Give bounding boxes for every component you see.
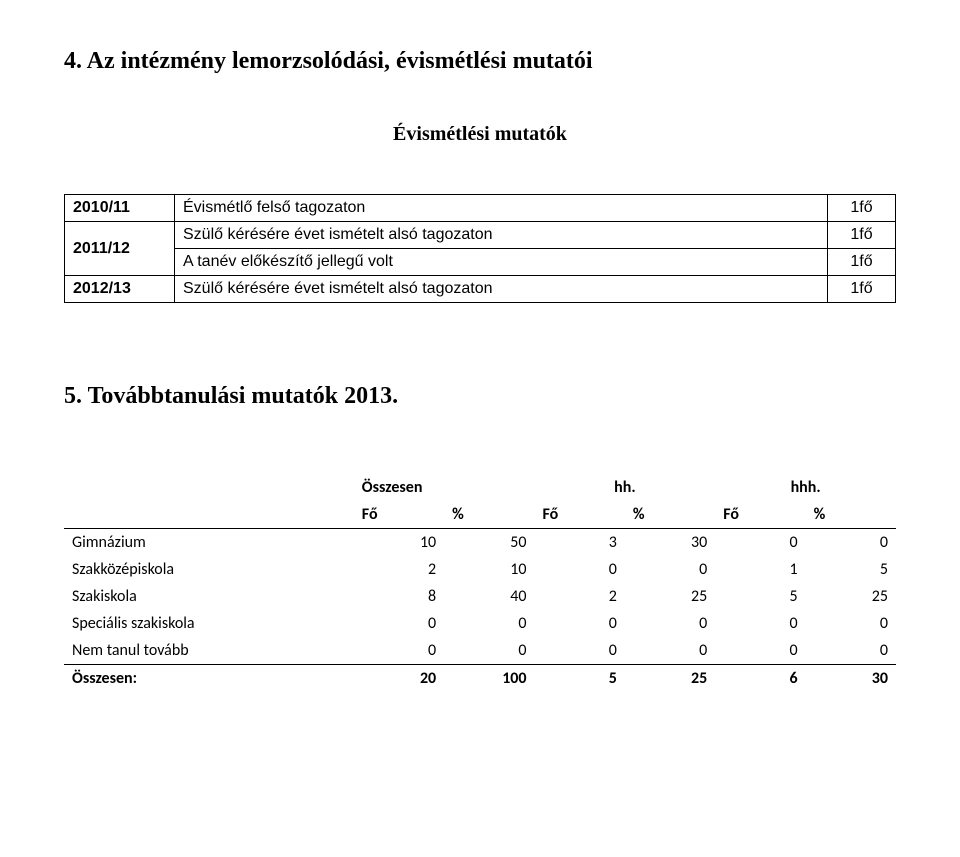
empty-header	[64, 501, 354, 529]
cell: 0	[444, 610, 534, 637]
row-label: Speciális szakiskola	[64, 610, 354, 637]
cell: 30	[625, 529, 715, 557]
col-header-pct: %	[625, 501, 715, 529]
cell: 0	[625, 637, 715, 665]
cell: 10	[354, 529, 444, 557]
year-cell: 2011/12	[65, 222, 175, 276]
group-header-hh: hh.	[535, 474, 716, 501]
table-row: Gimnázium 10 50 3 30 0 0	[64, 529, 896, 557]
section-4-subtitle: Évismétlési mutatók	[64, 123, 896, 146]
cell: 5	[715, 583, 805, 610]
row-label: Gimnázium	[64, 529, 354, 557]
cell: 20	[354, 665, 444, 693]
cell: 0	[444, 637, 534, 665]
section-5-title: 5. Továbbtanulási mutatók 2013.	[64, 383, 896, 410]
cell: 2	[354, 556, 444, 583]
cell: 0	[715, 529, 805, 557]
table-row: Speciális szakiskola 0 0 0 0 0 0	[64, 610, 896, 637]
cell: 0	[535, 610, 625, 637]
empty-header	[64, 474, 354, 501]
cell: 5	[806, 556, 896, 583]
count-cell: 1fő	[828, 249, 896, 276]
group-header-hhh: hhh.	[715, 474, 896, 501]
table-row: 2012/13 Szülő kérésére évet ismételt als…	[65, 276, 896, 303]
col-header-pct: %	[444, 501, 534, 529]
row-label: Szakiskola	[64, 583, 354, 610]
col-header-pct: %	[806, 501, 896, 529]
cell: 100	[444, 665, 534, 693]
total-row: Összesen: 20 100 5 25 6 30	[64, 665, 896, 693]
row-label: Szakközépiskola	[64, 556, 354, 583]
cell: 0	[625, 556, 715, 583]
cell: 0	[715, 610, 805, 637]
year-cell: 2010/11	[65, 195, 175, 222]
cell: 0	[715, 637, 805, 665]
cell: 0	[806, 529, 896, 557]
cell: 6	[715, 665, 805, 693]
repetition-table: 2010/11 Évismétlő felső tagozaton 1fő 20…	[64, 194, 896, 303]
desc-cell: Szülő kérésére évet ismételt alsó tagoza…	[175, 222, 828, 249]
cell: 10	[444, 556, 534, 583]
cell: 2	[535, 583, 625, 610]
col-header-fo: Fő	[354, 501, 444, 529]
group-header-total: Összesen	[354, 474, 535, 501]
cell: 0	[806, 637, 896, 665]
table-row: Nem tanul tovább 0 0 0 0 0 0	[64, 637, 896, 665]
section-4-title: 4. Az intézmény lemorzsolódási, évismétl…	[64, 48, 896, 75]
cell: 0	[806, 610, 896, 637]
table-row: 2010/11 Évismétlő felső tagozaton 1fő	[65, 195, 896, 222]
count-cell: 1fő	[828, 276, 896, 303]
desc-cell: A tanév előkészítő jellegű volt	[175, 249, 828, 276]
cell: 0	[354, 637, 444, 665]
cell: 3	[535, 529, 625, 557]
header-row-groups: Összesen hh. hhh.	[64, 474, 896, 501]
table-row: Szakközépiskola 2 10 0 0 1 5	[64, 556, 896, 583]
desc-cell: Évismétlő felső tagozaton	[175, 195, 828, 222]
col-header-fo: Fő	[715, 501, 805, 529]
cell: 25	[806, 583, 896, 610]
cell: 25	[625, 583, 715, 610]
header-row-columns: Fő % Fő % Fő %	[64, 501, 896, 529]
cell: 0	[354, 610, 444, 637]
table-row: 2011/12 Szülő kérésére évet ismételt als…	[65, 222, 896, 249]
cell: 50	[444, 529, 534, 557]
cell: 0	[535, 556, 625, 583]
col-header-fo: Fő	[535, 501, 625, 529]
year-cell: 2012/13	[65, 276, 175, 303]
desc-cell: Szülő kérésére évet ismételt alsó tagoza…	[175, 276, 828, 303]
cell: 5	[535, 665, 625, 693]
cell: 0	[535, 637, 625, 665]
total-label: Összesen:	[64, 665, 354, 693]
cell: 0	[625, 610, 715, 637]
count-cell: 1fő	[828, 195, 896, 222]
cell: 1	[715, 556, 805, 583]
cell: 40	[444, 583, 534, 610]
row-label: Nem tanul tovább	[64, 637, 354, 665]
table-row: A tanév előkészítő jellegű volt 1fő	[65, 249, 896, 276]
table-row: Szakiskola 8 40 2 25 5 25	[64, 583, 896, 610]
count-cell: 1fő	[828, 222, 896, 249]
cell: 8	[354, 583, 444, 610]
cell: 25	[625, 665, 715, 693]
cell: 30	[806, 665, 896, 693]
further-study-table: Összesen hh. hhh. Fő % Fő % Fő % Gimnázi…	[64, 474, 896, 692]
